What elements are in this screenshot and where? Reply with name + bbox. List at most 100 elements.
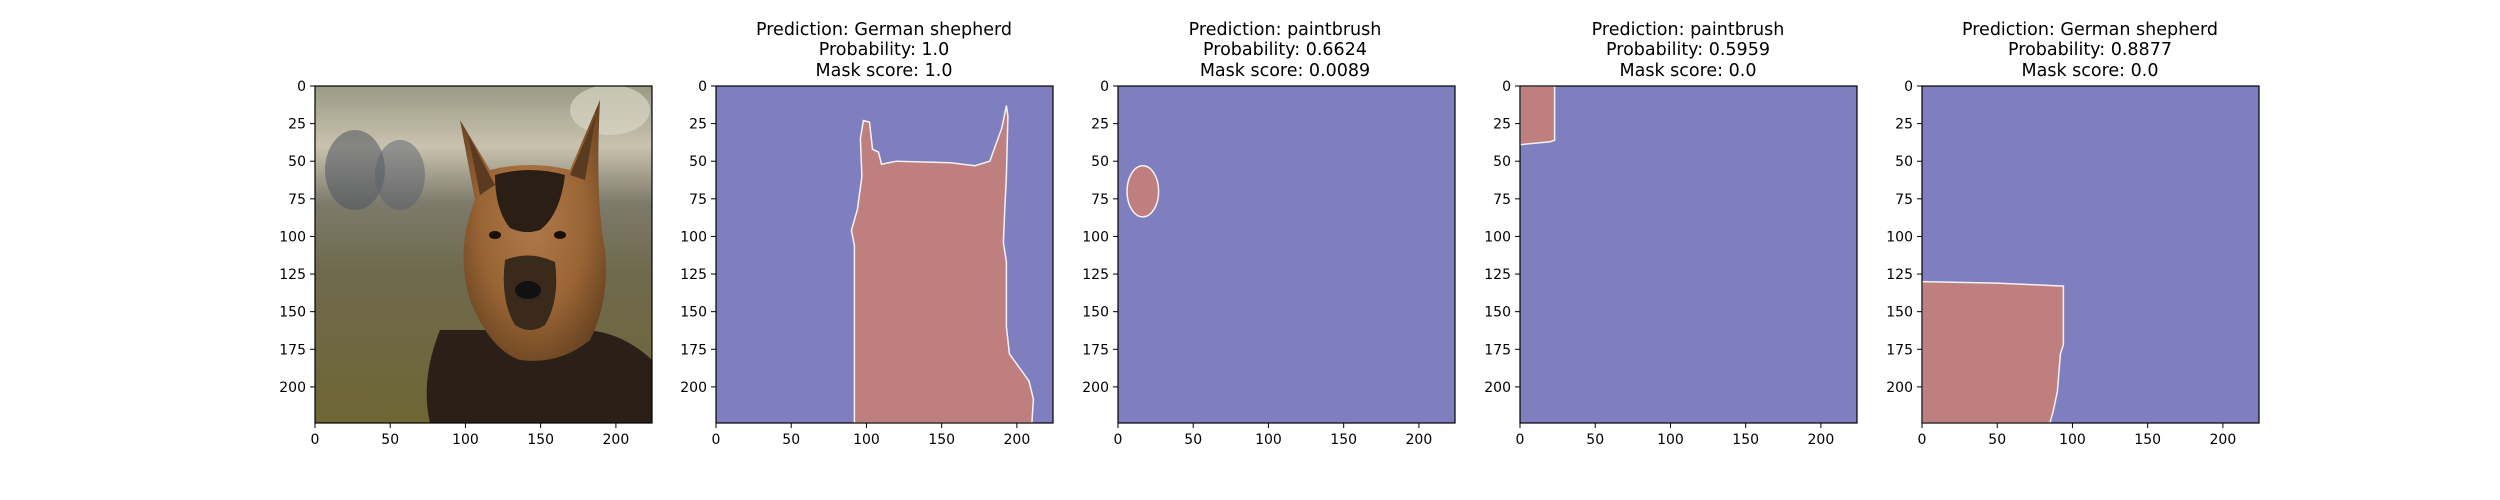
panel-5-title-line-3: Mask score: 0.0 [2022,61,2159,81]
y-tick-label: 75 [1895,192,1913,208]
panel-1-photo: 0 50 100 150 200 0 25 50 75 100 125 150 175 200 [279,79,653,448]
axes-frame [1519,85,1858,424]
mask-region [1519,85,1556,146]
axes-ticks: 0 50 100 150 200 0 25 50 75 100 125 150 175 200 [1484,79,1834,448]
y-tick-label: 200 [1886,380,1913,396]
y-tick-label: 175 [1886,342,1913,358]
x-tick-label: 150 [928,432,955,448]
axes-frame [1117,85,1456,424]
x-tick-label: 50 [1586,432,1604,448]
x-tick-label: 0 [712,432,721,448]
y-tick-label: 100 [680,229,707,245]
x-tick-label: 50 [381,432,399,448]
axes-ticks: 0 50 100 150 200 0 25 50 75 100 125 150 175 200 [279,79,629,448]
panel-2-title-line-1: Prediction: German shepherd [756,20,1012,40]
y-tick-label: 50 [689,154,707,170]
panel-4-title-line-2: Probability: 0.5959 [1606,40,1770,60]
y-tick-label: 175 [1484,342,1511,358]
mask-image [1519,85,1858,424]
panel-4-title-line-3: Mask score: 0.0 [1620,61,1757,81]
x-tick-label: 100 [853,432,880,448]
y-tick-label: 0 [698,79,707,95]
x-tick-label: 50 [1184,432,1202,448]
panel-3-mask: Prediction: paintbrush Probability: 0.66… [1082,20,1456,448]
x-tick-label: 100 [1657,432,1684,448]
x-tick-label: 0 [1516,432,1525,448]
x-tick-label: 100 [1255,432,1282,448]
x-tick-label: 0 [1114,432,1123,448]
y-tick-label: 200 [279,380,306,396]
panel-4-mask: Prediction: paintbrush Probability: 0.59… [1484,20,1858,448]
mask-region [1921,280,2065,424]
panel-2-title-line-2: Probability: 1.0 [819,40,950,60]
mask-region [850,105,1035,424]
x-tick-label: 200 [1808,432,1835,448]
y-tick-label: 25 [1895,117,1913,133]
x-tick-label: 200 [603,432,630,448]
y-tick-label: 25 [288,117,306,133]
x-tick-label: 200 [1406,432,1433,448]
axes-frame [715,85,1054,424]
y-tick-label: 125 [1886,267,1913,283]
y-tick-label: 150 [1082,305,1109,321]
dog-photo [315,86,652,423]
x-tick-label: 150 [1732,432,1759,448]
mask-background [1520,86,1857,423]
x-tick-label: 50 [782,432,800,448]
panel-5-title-line-2: Probability: 0.8877 [2008,40,2172,60]
panel-3-title-line-1: Prediction: paintbrush [1189,20,1382,40]
panel-5-mask: Prediction: German shepherd Probability:… [1886,20,2260,448]
x-tick-label: 0 [311,432,320,448]
panel-2-mask: Prediction: German shepherd Probability:… [680,20,1054,448]
x-tick-label: 0 [1918,432,1927,448]
x-tick-label: 200 [2210,432,2237,448]
panel-3-title-line-2: Probability: 0.6624 [1203,40,1367,60]
y-tick-label: 0 [1100,79,1109,95]
mask-image [1921,85,2260,424]
y-tick-label: 0 [297,79,306,95]
mask-region [1126,164,1160,218]
x-tick-label: 100 [452,432,479,448]
mask-image [715,85,1054,424]
y-tick-label: 25 [1091,117,1109,133]
y-tick-label: 200 [1484,380,1511,396]
panel-5-title-line-1: Prediction: German shepherd [1962,20,2218,40]
panel-3-title-line-3: Mask score: 0.0089 [1200,61,1370,81]
y-tick-label: 75 [1091,192,1109,208]
x-tick-label: 150 [1330,432,1357,448]
y-tick-label: 100 [1484,229,1511,245]
y-tick-label: 0 [1502,79,1511,95]
y-tick-label: 75 [689,192,707,208]
y-tick-label: 75 [288,192,306,208]
y-tick-label: 25 [689,117,707,133]
axes-ticks: 0 50 100 150 200 0 25 50 75 100 125 150 175 200 [680,79,1030,448]
y-tick-label: 175 [279,342,306,358]
y-tick-label: 50 [1091,154,1109,170]
y-tick-label: 0 [1904,79,1913,95]
y-tick-label: 100 [1886,229,1913,245]
y-tick-label: 50 [1895,154,1913,170]
axes-ticks: 0 50 100 150 200 0 25 50 75 100 125 150 175 200 [1886,79,2236,448]
y-tick-label: 25 [1493,117,1511,133]
y-tick-label: 200 [1082,380,1109,396]
y-tick-label: 50 [1493,154,1511,170]
panel-4-title-line-1: Prediction: paintbrush [1592,20,1785,40]
y-tick-label: 125 [680,267,707,283]
y-tick-label: 100 [1082,229,1109,245]
y-tick-label: 175 [1082,342,1109,358]
y-tick-label: 75 [1493,192,1511,208]
x-tick-label: 200 [1004,432,1031,448]
x-tick-label: 150 [527,432,554,448]
y-tick-label: 125 [1082,267,1109,283]
y-tick-label: 150 [279,305,306,321]
x-tick-label: 100 [2059,432,2086,448]
y-tick-label: 125 [279,267,306,283]
y-tick-label: 175 [680,342,707,358]
x-tick-label: 150 [2134,432,2161,448]
y-tick-label: 150 [1886,305,1913,321]
y-tick-label: 150 [680,305,707,321]
y-tick-label: 100 [279,229,306,245]
y-tick-label: 50 [288,154,306,170]
y-tick-label: 125 [1484,267,1511,283]
